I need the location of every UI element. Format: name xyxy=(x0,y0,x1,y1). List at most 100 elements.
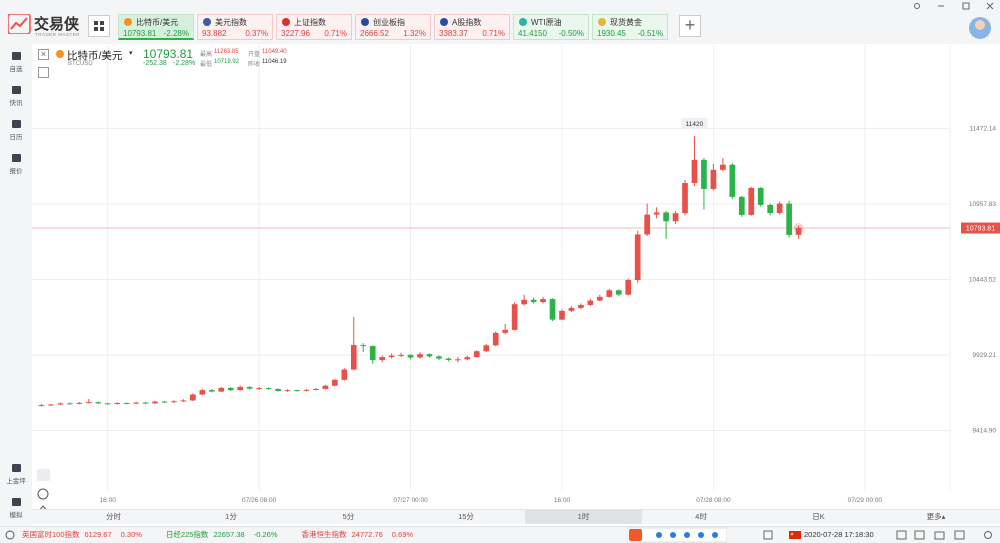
grid-button[interactable] xyxy=(88,15,110,37)
sidebar-item[interactable]: 自选 xyxy=(0,52,32,73)
logo-icon xyxy=(8,14,31,34)
candle-body xyxy=(265,388,272,390)
ticker-name[interactable]: 香港恒生指数 xyxy=(301,530,347,539)
ticker-price: 22657.38 xyxy=(213,530,245,539)
y-tick-label: 9414.90 xyxy=(973,428,997,435)
tab-name: A股指数 xyxy=(452,18,482,27)
quote-tab[interactable]: 美元指数 93.882 0.37% xyxy=(197,14,273,40)
stat-value: 11263.85 xyxy=(214,49,239,55)
candle-body xyxy=(332,379,338,386)
candle-body xyxy=(227,387,234,391)
candle-body xyxy=(284,390,291,392)
candle-body xyxy=(322,385,329,389)
symbol-icon xyxy=(56,50,64,58)
candle-body xyxy=(606,290,613,297)
sidebar-item[interactable]: 快讯 xyxy=(0,86,32,107)
sidebar-item[interactable]: 报价 xyxy=(0,154,32,175)
candle-body xyxy=(436,356,442,359)
period-button[interactable]: 更多▴ xyxy=(926,512,946,521)
sidebar-icon xyxy=(11,120,21,128)
candle-body xyxy=(350,345,357,370)
candle-body xyxy=(417,354,423,358)
window-icon[interactable] xyxy=(914,530,925,540)
tab-price: 3383.37 xyxy=(439,29,468,38)
sidebar-item[interactable]: 日历 xyxy=(0,120,32,141)
candle-body xyxy=(76,402,83,404)
ticker-price: 24772.76 xyxy=(351,530,383,539)
candle-body xyxy=(256,388,262,390)
tab-change: 0.71% xyxy=(482,29,505,38)
quote-tab[interactable]: 创业板指 2666.52 1.32% xyxy=(355,14,431,40)
quote-tab[interactable]: 现货黄金 1930.45 -0.51% xyxy=(592,14,668,40)
close-icon[interactable] xyxy=(986,2,994,10)
tab-change: -0.50% xyxy=(558,29,584,38)
pin-button[interactable] xyxy=(38,67,49,78)
symbol-dropdown[interactable]: ▾ xyxy=(129,50,133,57)
tab-icon xyxy=(519,18,527,26)
x-tick-label: 07/29 00:00 xyxy=(848,497,883,504)
message-icon[interactable] xyxy=(954,530,965,540)
quote-tab[interactable]: WTI原油 41.4150 -0.50% xyxy=(513,14,589,40)
sidebar-label: 上金坪 xyxy=(6,478,26,485)
tab-price: 10793.81 xyxy=(123,29,157,38)
candle-body xyxy=(171,401,177,403)
headset-icon[interactable] xyxy=(5,530,15,540)
candle-body xyxy=(114,403,121,405)
candle-body xyxy=(596,296,603,301)
candle-body xyxy=(644,214,650,235)
ticker-change: 0.30% xyxy=(120,530,142,539)
period-button[interactable]: 5分 xyxy=(342,512,355,521)
candle-body xyxy=(521,299,527,305)
period-button[interactable]: 分时 xyxy=(106,512,121,521)
translate-icon[interactable] xyxy=(763,530,773,540)
ticker-name[interactable]: 英国富时100指数 xyxy=(22,530,80,539)
candle-body xyxy=(67,403,73,405)
candle-body xyxy=(237,386,244,391)
symbol-name[interactable]: 比特币/美元 xyxy=(67,50,123,62)
candle-body xyxy=(615,290,622,295)
quote-tab[interactable]: A股指数 3383.37 0.71% xyxy=(434,14,510,40)
camera-icon[interactable] xyxy=(934,531,945,540)
quote-tab[interactable]: 上证指数 3227.96 0.71% xyxy=(276,14,352,40)
candle-body xyxy=(199,390,206,395)
maximize-icon[interactable] xyxy=(962,2,970,10)
candle-body xyxy=(549,299,556,320)
candle-body xyxy=(369,346,376,361)
tab-change: -2.28% xyxy=(163,29,189,38)
settings-icon[interactable] xyxy=(914,3,920,9)
avatar-face xyxy=(975,20,985,30)
grid-icon xyxy=(94,21,104,31)
quote-tab[interactable]: 比特币/美元 10793.81 -2.28% xyxy=(118,14,194,40)
period-button[interactable]: 1分 xyxy=(225,512,237,521)
settings-icon[interactable] xyxy=(984,531,992,539)
close-chart-button[interactable]: × xyxy=(38,49,49,60)
y-tick-label: 11472.14 xyxy=(969,125,996,132)
ticker-name[interactable]: 日经225指数 xyxy=(165,530,209,539)
indicator-tool[interactable] xyxy=(37,469,50,481)
screen-icon[interactable] xyxy=(896,530,907,540)
candle-body xyxy=(672,213,679,222)
add-tab-button[interactable]: + xyxy=(679,15,701,37)
x-tick-label: 07/26 08:00 xyxy=(242,497,277,504)
period-button[interactable]: 4时 xyxy=(695,512,707,521)
candle-body xyxy=(578,304,584,308)
sidebar-item[interactable]: 上金坪 xyxy=(0,464,32,485)
candle-body xyxy=(710,169,717,189)
sidebar-item[interactable]: 模拟 xyxy=(0,498,32,519)
period-button[interactable]: 15分 xyxy=(458,512,474,521)
footer-icons xyxy=(896,530,992,540)
candle-body xyxy=(95,402,102,404)
annotation-box xyxy=(681,118,708,130)
tab-price: 3227.96 xyxy=(281,29,310,38)
draw-tool[interactable] xyxy=(37,488,49,500)
sidebar-icon xyxy=(11,498,21,506)
sidebar-label: 自选 xyxy=(9,66,23,73)
tab-name: 创业板指 xyxy=(373,18,405,27)
tab-icon xyxy=(282,18,290,26)
sidebar: 自选快讯日历报价上金坪模拟 xyxy=(0,44,32,528)
change: -252.38 xyxy=(143,60,167,67)
period-button[interactable]: 1时 xyxy=(525,510,642,524)
sidebar-icon xyxy=(11,464,21,472)
sidebar-label: 报价 xyxy=(9,168,23,175)
period-button[interactable]: 日K xyxy=(812,512,825,521)
